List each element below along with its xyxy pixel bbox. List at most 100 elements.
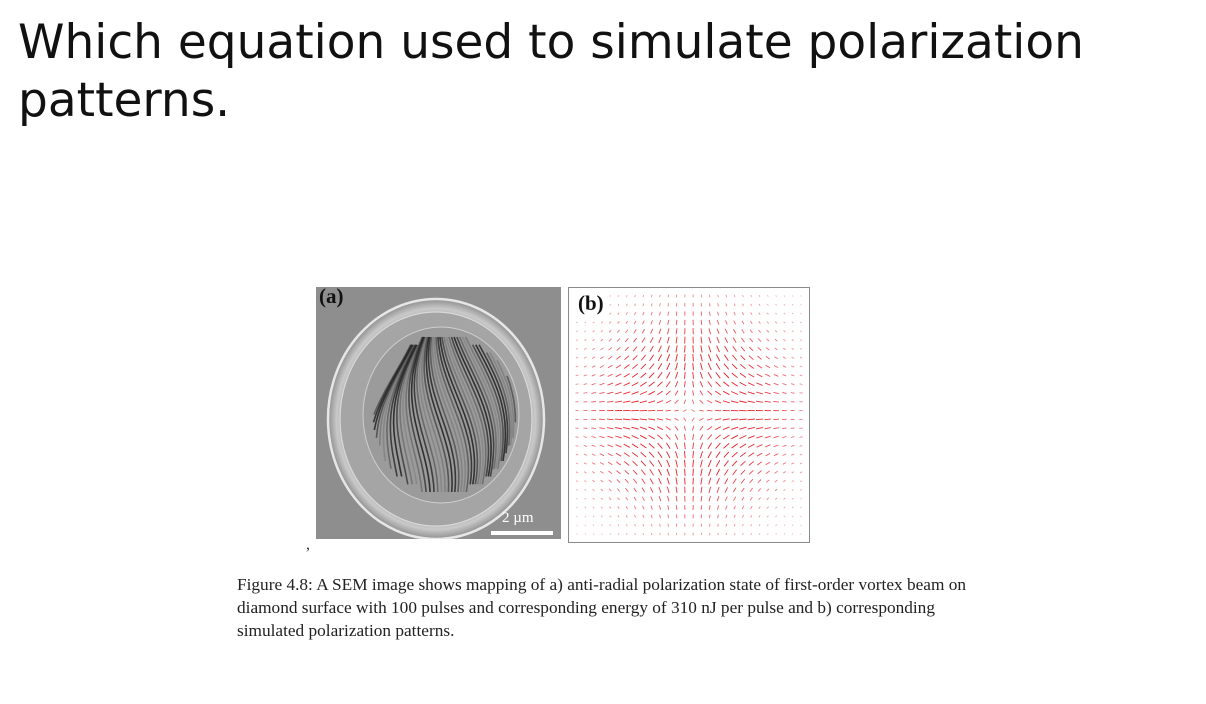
polarization-vector [591, 374, 596, 377]
polarization-vector [773, 435, 779, 439]
polarization-vector [692, 425, 695, 431]
polarization-vector [800, 295, 802, 297]
polarization-vector [625, 312, 628, 316]
polarization-vector [633, 487, 637, 493]
polarization-vector [656, 426, 664, 431]
polarization-vector [766, 479, 770, 483]
polarization-vector [767, 533, 769, 535]
polarization-vector [782, 453, 787, 456]
polarization-vector [666, 486, 670, 494]
ripple-line [410, 336, 431, 493]
polarization-vector [625, 496, 629, 501]
polarization-vector [667, 495, 670, 502]
polarization-vector [633, 312, 637, 316]
polarization-vector [625, 487, 629, 492]
polarization-vector [615, 400, 622, 403]
polarization-vector [748, 461, 754, 466]
polarization-vector [707, 390, 713, 396]
polarization-vector [748, 373, 755, 378]
polarization-vector [725, 523, 728, 527]
polarization-vector [659, 303, 661, 307]
polarization-vector [765, 461, 771, 466]
polarization-vector [739, 426, 747, 430]
polarization-vector [799, 365, 803, 368]
polarization-vector [648, 381, 655, 387]
polarization-vector [642, 505, 645, 510]
polarization-vector [747, 391, 755, 395]
polarization-vector [615, 364, 622, 369]
polarization-vector [774, 462, 779, 465]
polarization-vector [658, 328, 662, 335]
polarization-vector [775, 533, 777, 535]
polarization-vector [717, 523, 719, 527]
ripple-line [458, 336, 497, 469]
polarization-vector [782, 356, 787, 359]
polarization-vector [708, 328, 711, 335]
polarization-vector [773, 453, 779, 457]
polarization-vector [691, 399, 695, 405]
polarization-vector [791, 480, 794, 483]
polarization-vector [791, 497, 794, 500]
polarization-vector [631, 372, 639, 378]
polarization-vector [625, 294, 628, 298]
polarization-vector [708, 505, 711, 510]
polarization-vector [791, 462, 795, 465]
polarization-vector [782, 436, 787, 439]
polarization-vector [758, 329, 762, 333]
polarization-vector [631, 418, 639, 421]
polarization-vector [665, 409, 672, 412]
polarization-vector [733, 294, 736, 298]
polarization-vector [650, 320, 653, 325]
polarization-vector [790, 392, 795, 394]
polarization-vector [666, 451, 671, 459]
polarization-vector [699, 371, 703, 379]
polarization-vector [667, 294, 669, 298]
polarization-vector [575, 453, 579, 456]
polarization-vector [715, 434, 721, 440]
ripple-line [464, 336, 502, 469]
polarization-vector [758, 515, 761, 518]
polarization-vector [699, 399, 704, 404]
polarization-vector [623, 373, 630, 378]
polarization-vector [639, 434, 647, 440]
polarization-vector [741, 505, 745, 510]
polarization-vector [782, 427, 787, 430]
polarization-vector [599, 373, 605, 377]
polarization-vector [765, 347, 770, 351]
polarization-vector [755, 418, 764, 421]
polarization-vector [584, 488, 587, 491]
polarization-vector [615, 435, 622, 439]
polarization-vector [648, 451, 655, 458]
polarization-vector [648, 418, 656, 421]
polarization-vector [731, 451, 738, 458]
polarization-vector [739, 372, 747, 378]
polarization-vector [599, 382, 605, 386]
polarization-vector [666, 345, 670, 353]
polarization-vector [592, 515, 595, 518]
ripple-line [375, 344, 414, 438]
polarization-vector [783, 533, 786, 535]
polarization-vector [750, 303, 753, 307]
polarization-vector [599, 400, 605, 403]
polarization-vector [616, 338, 621, 342]
polarization-vector [764, 382, 771, 386]
polarization-vector [765, 356, 770, 360]
polarization-vector [623, 443, 631, 448]
polarization-vector [706, 409, 713, 412]
polarization-vector [692, 345, 694, 353]
polarization-vector [659, 532, 661, 536]
polarization-vector [633, 496, 637, 501]
polarization-vector [733, 523, 736, 527]
polarization-vector [716, 496, 720, 502]
polarization-vector [756, 452, 763, 457]
polarization-vector [706, 418, 713, 421]
polarization-vector [733, 514, 736, 518]
polarization-vector [758, 524, 761, 527]
polarization-vector [714, 418, 722, 421]
polarization-vector [800, 515, 802, 518]
polarization-vector [583, 436, 588, 438]
polarization-vector [700, 311, 703, 316]
polarization-vector [700, 495, 703, 502]
polarization-vector [708, 486, 712, 494]
polarization-vector [576, 321, 578, 324]
